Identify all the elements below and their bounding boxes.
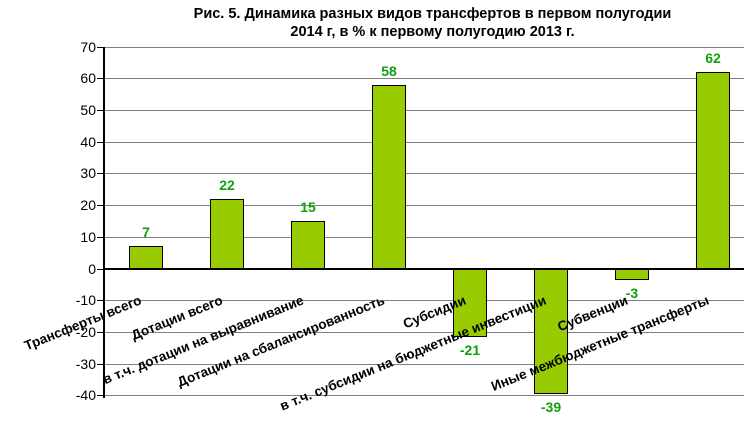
y-axis-tick	[97, 269, 104, 270]
y-axis-tick-label: 60	[80, 70, 96, 86]
gridline	[104, 395, 744, 396]
y-axis-tick-label: -10	[75, 292, 96, 308]
y-axis-tick-label: -30	[75, 356, 96, 372]
y-axis-tick	[97, 395, 104, 396]
gridline	[104, 110, 744, 111]
bar	[534, 269, 568, 394]
bar	[291, 221, 325, 270]
gridline	[104, 173, 744, 174]
gridline	[104, 300, 744, 301]
bar-value-label: 58	[381, 63, 397, 79]
y-axis-tick-label: 20	[80, 197, 96, 213]
gridline	[104, 205, 744, 206]
y-axis-tick	[97, 110, 104, 111]
y-axis-tick-label: 70	[80, 39, 96, 55]
y-axis-tick	[97, 332, 104, 333]
y-axis-tick-label: -40	[75, 387, 96, 403]
bar	[615, 269, 649, 280]
y-axis-tick	[97, 205, 104, 206]
y-axis-tick-label: 10	[80, 229, 96, 245]
gridline	[104, 237, 744, 238]
y-axis-tick-label: 40	[80, 134, 96, 150]
bar-value-label: 7	[142, 224, 150, 240]
y-axis-tick-label: 50	[80, 102, 96, 118]
bar-value-label: 62	[705, 50, 721, 66]
bar	[372, 85, 406, 270]
y-axis-tick	[97, 47, 104, 48]
y-axis-tick-label: 0	[88, 261, 96, 277]
gridline	[104, 78, 744, 79]
y-axis-tick	[97, 364, 104, 365]
bar	[210, 199, 244, 270]
chart-title-line2: 2014 г, в % к первому полугодию 2013 г.	[290, 24, 575, 40]
bar	[129, 246, 163, 269]
y-axis-line	[103, 47, 105, 398]
y-axis-tick	[97, 173, 104, 174]
y-axis-tick	[97, 237, 104, 238]
gridline	[104, 332, 744, 333]
x-axis-line	[104, 268, 744, 270]
y-axis-tick	[97, 300, 104, 301]
y-axis-tick	[97, 78, 104, 79]
bar-value-label: -39	[540, 399, 562, 415]
y-axis-tick-label: 30	[80, 165, 96, 181]
gridline	[104, 364, 744, 365]
gridline	[104, 47, 744, 48]
y-axis-tick	[97, 142, 104, 143]
bar-value-label: -3	[625, 285, 639, 301]
bar-value-label: 15	[300, 199, 316, 215]
bar-value-label: -21	[459, 342, 481, 358]
chart-title-line1: Рис. 5. Динамика разных видов трансферто…	[193, 6, 672, 22]
gridline	[104, 142, 744, 143]
bar	[696, 72, 730, 270]
bar-value-label: 22	[219, 177, 235, 193]
y-axis-tick-label: -20	[75, 324, 96, 340]
